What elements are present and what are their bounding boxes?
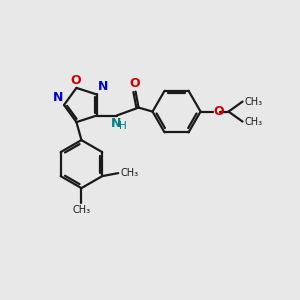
Text: O: O — [129, 76, 140, 90]
Text: CH₃: CH₃ — [72, 205, 91, 215]
Text: O: O — [70, 74, 81, 87]
Text: N: N — [98, 80, 108, 93]
Text: CH₃: CH₃ — [244, 117, 263, 127]
Text: N: N — [111, 117, 122, 130]
Text: N: N — [52, 91, 63, 104]
Text: O: O — [214, 105, 224, 118]
Text: CH₃: CH₃ — [120, 168, 138, 178]
Text: H: H — [118, 121, 126, 130]
Text: CH₃: CH₃ — [244, 97, 263, 106]
